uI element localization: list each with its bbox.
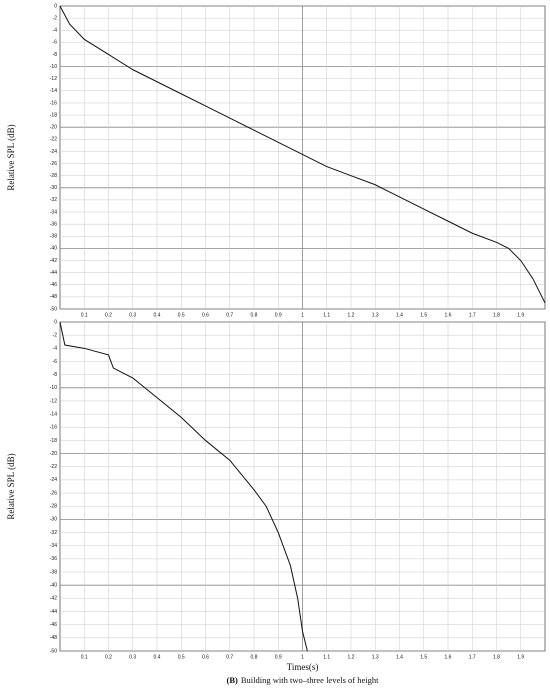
x-tick-label: 0.9 (275, 312, 282, 318)
y-tick-label: -6 (53, 359, 58, 365)
y-tick-label: -20 (50, 451, 57, 457)
y-tick-label: -34 (50, 209, 57, 215)
y-tick-label: -42 (50, 258, 57, 264)
x-tick-label: 1.4 (396, 654, 403, 660)
x-axis-label: Times(s) (287, 662, 319, 672)
y-tick-label: -50 (50, 306, 57, 312)
x-tick-label: 1.5 (420, 654, 427, 660)
y-tick-label: -18 (50, 438, 57, 444)
y-tick-label: -4 (53, 28, 58, 34)
x-tick-label: 1.2 (348, 312, 355, 318)
x-tick-label: 1.6 (445, 312, 452, 318)
y-tick-label: -44 (50, 609, 57, 615)
y-tick-label: -40 (50, 583, 57, 589)
x-tick-label: 0.3 (129, 654, 136, 660)
y-tick-label: -38 (50, 569, 57, 575)
y-tick-label: -6 (53, 40, 58, 46)
decay-line (59, 321, 308, 652)
x-tick-label: 1.3 (372, 654, 379, 660)
x-tick-label: 0.6 (202, 654, 209, 660)
x-tick-label: 0.7 (226, 654, 233, 660)
y-tick-label: -22 (50, 137, 57, 143)
y-tick-label: -36 (50, 556, 57, 562)
y-tick-label: -50 (50, 648, 57, 654)
y-tick-label: -26 (50, 161, 57, 167)
y-tick-label: -28 (50, 504, 57, 510)
x-tick-label: 0.2 (105, 654, 112, 660)
y-tick-label: -36 (50, 221, 57, 227)
y-tick-label: -8 (53, 372, 58, 378)
y-tick-label: -48 (50, 294, 57, 300)
caption: (B) Building with two–three levels of hei… (227, 675, 380, 685)
x-tick-label: 1 (301, 654, 304, 660)
x-tick-label: 0.8 (251, 654, 258, 660)
y-tick-label: -38 (50, 234, 57, 240)
y-tick-label: -16 (50, 100, 57, 106)
x-tick-label: 1.9 (517, 654, 524, 660)
decay-line (59, 5, 546, 304)
x-tick-label: 1.8 (493, 312, 500, 318)
y-tick-label: -26 (50, 490, 57, 496)
x-tick-label: 1.5 (420, 312, 427, 318)
y-tick-label: -44 (50, 270, 57, 276)
x-tick-label: 1.9 (517, 312, 524, 318)
y-tick-label: -24 (50, 477, 57, 483)
x-tick-label: 1.8 (493, 654, 500, 660)
y-tick-label: -16 (50, 425, 57, 431)
y-tick-label: -2 (53, 15, 58, 21)
y-tick-label: -18 (50, 112, 57, 118)
y-tick-label: -22 (50, 464, 57, 470)
y-tick-label: -30 (50, 185, 57, 191)
y-tick-label: -12 (50, 76, 57, 82)
x-tick-label: 0.6 (202, 312, 209, 318)
y-tick-label: -34 (50, 543, 57, 549)
x-tick-label: 0.2 (105, 312, 112, 318)
x-tick-label: 0.1 (81, 312, 88, 318)
y-tick-label: -46 (50, 282, 57, 288)
y-tick-label: -14 (50, 411, 57, 417)
x-tick-label: 1.1 (323, 654, 330, 660)
x-tick-label: 0.5 (178, 312, 185, 318)
y-tick-label: -28 (50, 173, 57, 179)
x-tick-label: 1.7 (469, 312, 476, 318)
x-tick-label: 1.4 (396, 312, 403, 318)
x-tick-label: 0.7 (226, 312, 233, 318)
x-tick-label: 1.1 (323, 312, 330, 318)
y-tick-label: -46 (50, 622, 57, 628)
x-tick-label: 0.1 (81, 654, 88, 660)
y-tick-label: 0 (54, 319, 57, 325)
x-tick-label: 1.3 (372, 312, 379, 318)
y-axis-label: Relative SPL (dB) (6, 124, 16, 190)
x-tick-label: 1.2 (348, 654, 355, 660)
y-tick-label: -12 (50, 398, 57, 404)
y-tick-label: 0 (54, 3, 57, 9)
y-tick-label: -42 (50, 596, 57, 602)
y-tick-label: -20 (50, 125, 57, 131)
y-tick-label: -48 (50, 635, 57, 641)
y-tick-label: -40 (50, 246, 57, 252)
y-tick-label: -14 (50, 88, 57, 94)
x-tick-label: 0.9 (275, 654, 282, 660)
y-tick-label: -24 (50, 149, 57, 155)
x-tick-label: 0.5 (178, 654, 185, 660)
y-axis-label: Relative SPL (dB) (6, 453, 16, 519)
caption-label: (B) (227, 675, 239, 685)
y-tick-label: -10 (50, 64, 57, 70)
y-tick-label: -32 (50, 197, 57, 203)
y-tick-label: -30 (50, 517, 57, 523)
x-tick-label: 0.3 (129, 312, 136, 318)
x-tick-label: 0.4 (154, 312, 161, 318)
y-tick-label: -2 (53, 332, 58, 338)
x-tick-label: 0.4 (154, 654, 161, 660)
y-tick-label: -32 (50, 530, 57, 536)
caption-text: Building with two–three levels of height (241, 675, 379, 685)
x-tick-label: 1 (301, 312, 304, 318)
x-tick-label: 1.7 (469, 654, 476, 660)
x-tick-label: 0.8 (251, 312, 258, 318)
x-tick-label: 1.6 (445, 654, 452, 660)
y-tick-label: -8 (53, 52, 58, 58)
y-tick-label: -10 (50, 385, 57, 391)
y-tick-label: -4 (53, 346, 58, 352)
